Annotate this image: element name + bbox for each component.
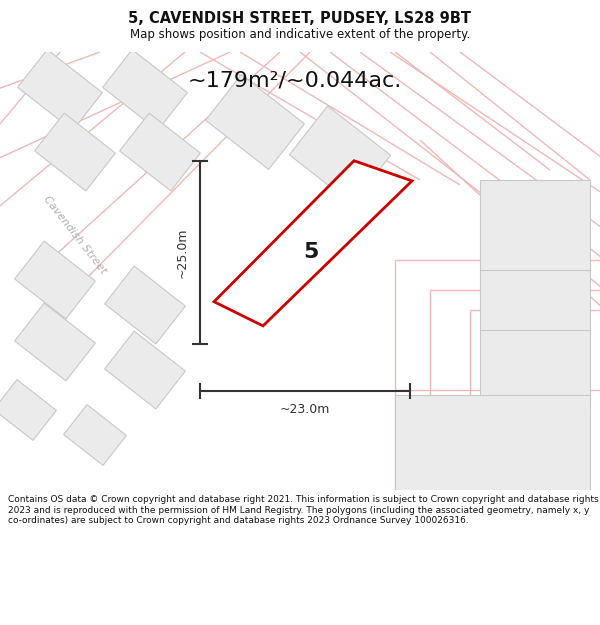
Polygon shape <box>206 74 304 169</box>
Polygon shape <box>214 161 412 326</box>
Polygon shape <box>35 113 115 191</box>
Polygon shape <box>103 49 187 131</box>
Polygon shape <box>104 266 185 344</box>
Text: Map shows position and indicative extent of the property.: Map shows position and indicative extent… <box>130 28 470 41</box>
Polygon shape <box>480 180 590 410</box>
Text: ~23.0m: ~23.0m <box>280 403 330 416</box>
Polygon shape <box>119 113 200 191</box>
Text: 5, CAVENDISH STREET, PUDSEY, LS28 9BT: 5, CAVENDISH STREET, PUDSEY, LS28 9BT <box>128 11 472 26</box>
Text: ~179m²/~0.044ac.: ~179m²/~0.044ac. <box>188 70 402 90</box>
Text: ~25.0m: ~25.0m <box>176 227 188 278</box>
Polygon shape <box>64 404 127 466</box>
Polygon shape <box>17 49 103 131</box>
Polygon shape <box>14 303 95 381</box>
Polygon shape <box>14 241 95 319</box>
Text: 5: 5 <box>303 242 319 262</box>
Text: Cavendish Street: Cavendish Street <box>41 194 109 276</box>
Polygon shape <box>0 379 56 441</box>
Polygon shape <box>395 395 590 490</box>
Polygon shape <box>104 331 185 409</box>
Text: Contains OS data © Crown copyright and database right 2021. This information is : Contains OS data © Crown copyright and d… <box>8 496 598 525</box>
Polygon shape <box>289 106 391 204</box>
